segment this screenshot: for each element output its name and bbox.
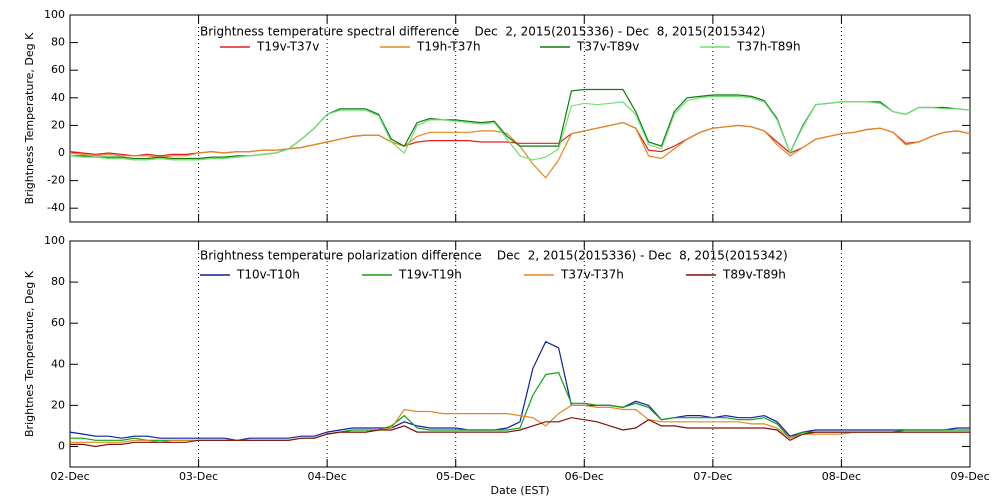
legend-label: T19v-T19h	[398, 268, 462, 282]
y-tick-label: 20	[51, 118, 65, 131]
y-tick-label: 20	[51, 398, 65, 411]
y-tick-label: 0	[58, 439, 65, 452]
y-tick-label: -40	[47, 201, 65, 214]
x-tick-label: 07-Dec	[693, 470, 732, 483]
y-tick-label: 40	[51, 357, 65, 370]
x-tick-label: 03-Dec	[179, 470, 218, 483]
x-tick-label: 04-Dec	[308, 470, 347, 483]
legend-label: T89v-T89h	[722, 268, 786, 282]
chart-title: Brightness temperature polarization diff…	[200, 249, 788, 263]
y-tick-label: -20	[47, 174, 65, 187]
y-tick-label: 80	[51, 275, 65, 288]
y-tick-label: 60	[51, 316, 65, 329]
data-line	[69, 95, 971, 161]
y-axis-label: Brightnes Temperature, Deg K	[23, 270, 36, 437]
data-line	[69, 340, 970, 441]
plot-frame	[69, 240, 971, 468]
chart-title: Brightness temperature spectral differen…	[200, 25, 765, 39]
x-tick-label: 08-Dec	[822, 470, 861, 483]
plot-frame	[69, 14, 971, 223]
x-tick-label: 09-Dec	[950, 470, 989, 483]
legend-label: T19h-T37h	[416, 40, 481, 54]
x-tick-label: 02-Dec	[50, 470, 89, 483]
y-tick-label: 0	[58, 146, 65, 159]
x-tick-label: 06-Dec	[565, 470, 604, 483]
legend-label: T37v-T89v	[576, 40, 639, 54]
x-axis-label: Date (EST)	[490, 484, 549, 497]
x-tick-label: 05-Dec	[436, 470, 475, 483]
legend-label: T10v-T10h	[236, 268, 300, 282]
y-axis-label: Brightness Temperature, Deg K	[23, 32, 36, 204]
legend-label: T37h-T89h	[736, 40, 801, 54]
legend-label: T37v-T37h	[560, 268, 624, 282]
y-tick-label: 40	[51, 91, 65, 104]
data-line	[70, 417, 970, 448]
legend-label: T19v-T37v	[256, 40, 319, 54]
y-tick-label: 80	[51, 36, 65, 49]
y-tick-label: 100	[44, 8, 65, 21]
y-tick-label: 100	[44, 234, 65, 247]
y-tick-label: 60	[51, 63, 65, 76]
